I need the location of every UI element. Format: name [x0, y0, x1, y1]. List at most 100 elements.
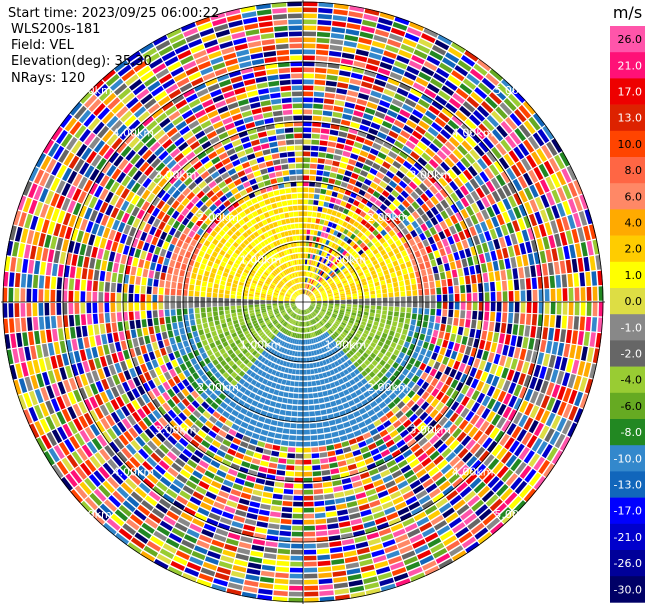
- range-bin: [367, 494, 379, 502]
- range-bin: [218, 265, 225, 272]
- range-bin: [24, 213, 33, 229]
- range-bin: [404, 523, 418, 533]
- range-bin: [316, 386, 322, 392]
- range-bin: [134, 346, 142, 356]
- range-bin: [176, 289, 182, 296]
- range-bin: [309, 181, 316, 187]
- range-bin: [300, 357, 303, 363]
- range-bin: [341, 267, 347, 273]
- range-bin: [194, 512, 207, 522]
- range-bin: [142, 405, 151, 416]
- range-bin: [310, 303, 316, 305]
- range-bin: [273, 320, 279, 325]
- range-bin: [430, 288, 436, 295]
- range-bin: [244, 342, 251, 348]
- range-bin: [379, 275, 385, 281]
- range-bin: [74, 279, 81, 291]
- range-bin: [502, 247, 509, 259]
- range-bin: [313, 310, 318, 314]
- range-bin: [327, 389, 333, 396]
- range-bin: [84, 207, 93, 220]
- range-bin: [279, 306, 284, 309]
- range-bin: [399, 545, 413, 555]
- range-bin: [533, 422, 544, 437]
- range-bin: [513, 347, 521, 359]
- range-bin: [465, 410, 475, 422]
- range-bin: [74, 302, 80, 314]
- range-bin: [363, 238, 370, 245]
- range-bin: [289, 387, 294, 392]
- range-bin: [496, 249, 503, 260]
- range-bin: [361, 412, 370, 420]
- range-bin: [148, 513, 162, 524]
- range-bin: [171, 315, 177, 323]
- range-bin: [316, 305, 321, 308]
- range-bin: [397, 539, 411, 549]
- range-bin: [402, 395, 411, 404]
- range-bin: [303, 334, 305, 339]
- range-bin: [351, 250, 357, 257]
- range-bin: [364, 295, 370, 299]
- range-bin: [310, 163, 317, 169]
- range-bin: [318, 313, 323, 318]
- range-bin: [207, 337, 214, 344]
- range-bin: [230, 302, 236, 306]
- range-bin: [513, 192, 523, 206]
- range-bin: [215, 420, 224, 429]
- range-bin: [476, 380, 485, 392]
- range-bin: [376, 23, 392, 32]
- range-bin: [484, 167, 495, 180]
- range-bin: [309, 307, 313, 311]
- range-bin: [388, 306, 394, 312]
- range-bin: [328, 376, 334, 383]
- range-bin: [255, 309, 260, 313]
- range-bin: [410, 319, 417, 326]
- range-bin: [424, 189, 434, 199]
- range-bin: [142, 416, 153, 427]
- range-bin: [455, 211, 464, 222]
- range-bin: [454, 310, 460, 318]
- range-bin: [143, 353, 150, 363]
- range-bin: [68, 214, 77, 228]
- range-bin: [179, 233, 187, 242]
- range-bin: [510, 358, 518, 370]
- range-bin: [102, 480, 115, 494]
- range-bin: [385, 170, 395, 179]
- range-bin: [367, 279, 373, 285]
- range-bin: [372, 116, 383, 125]
- range-bin: [543, 314, 550, 327]
- range-bin: [279, 294, 284, 297]
- range-bin: [502, 211, 511, 224]
- range-bin: [289, 350, 293, 356]
- range-bin: [183, 369, 191, 378]
- range-bin: [29, 390, 38, 406]
- range-bin: [235, 383, 242, 390]
- range-bin: [240, 536, 253, 544]
- range-bin: [210, 507, 223, 516]
- range-bin: [306, 333, 309, 339]
- range-bin: [141, 393, 151, 404]
- range-bin: [163, 413, 173, 423]
- range-bin: [146, 540, 161, 552]
- range-bin: [180, 263, 187, 271]
- range-bin: [295, 453, 303, 459]
- range-bin: [339, 275, 345, 280]
- range-bin: [244, 430, 253, 437]
- range-bin: [358, 503, 370, 511]
- range-bin: [67, 406, 77, 420]
- range-bin: [416, 378, 425, 387]
- range-bin: [519, 124, 531, 138]
- range-bin: [67, 200, 76, 214]
- range-bin: [60, 476, 73, 492]
- range-bin: [484, 292, 490, 302]
- range-bin: [65, 473, 78, 488]
- range-bin: [303, 375, 308, 381]
- range-bin: [315, 294, 321, 297]
- range-bin: [379, 237, 386, 245]
- range-bin: [386, 109, 398, 119]
- range-bin: [502, 302, 508, 312]
- range-bin: [318, 250, 323, 256]
- range-bin: [368, 468, 379, 476]
- range-bin: [459, 344, 466, 354]
- range-bin: [438, 558, 454, 570]
